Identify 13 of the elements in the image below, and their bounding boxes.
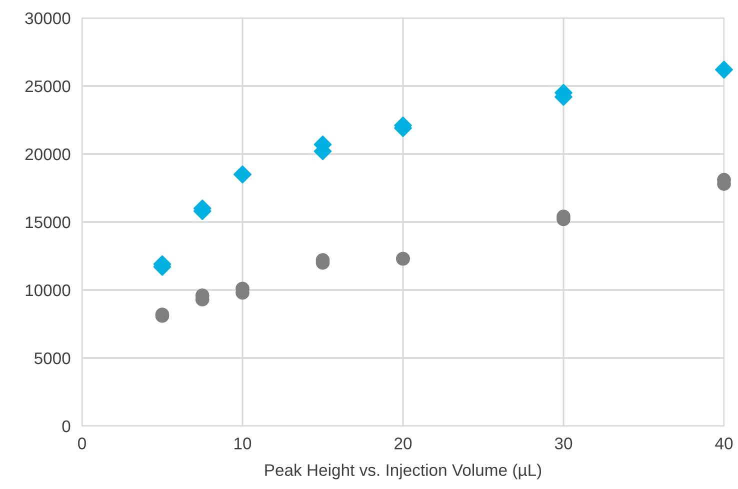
x-tick-label: 10 [234,438,252,450]
x-tick-label: 40 [715,438,733,450]
x-tick-label: 30 [554,438,572,450]
y-tick-label: 15000 [26,216,70,228]
y-tick-label: 5000 [34,352,70,364]
y-tick-label: 30000 [25,12,70,24]
y-tick-label: 10000 [26,284,70,296]
y-tick-label: 20000 [25,148,70,160]
y-tick-label: 0 [62,420,70,432]
x-tick-label: 20 [394,438,412,450]
x-tick-label: 0 [78,438,86,450]
x-axis-title: Peak Height vs. Injection Volume (µL) [265,464,542,480]
y-tick-label: 25000 [25,80,70,92]
